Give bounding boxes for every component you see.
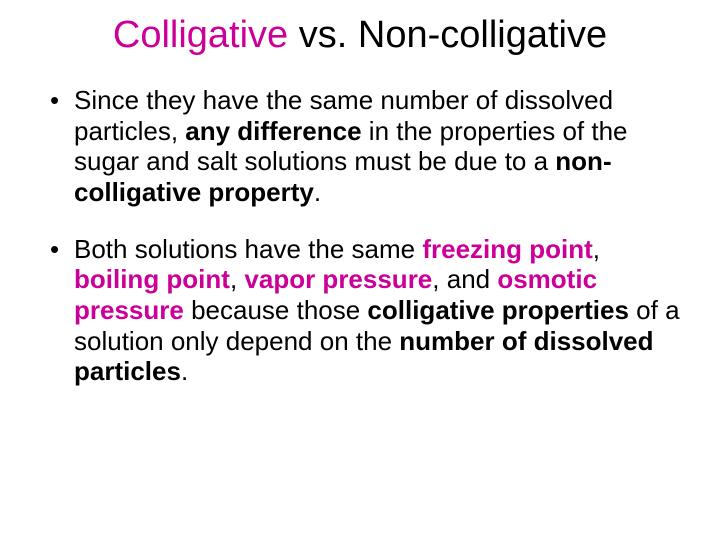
slide: Colligative vs. Non-colligative Since th… — [0, 0, 720, 540]
text-run: , — [230, 264, 244, 294]
bullet-item: Since they have the same number of disso… — [50, 85, 684, 208]
text-run: freezing point — [422, 234, 592, 264]
text-run: , — [593, 234, 600, 264]
text-run: Both solutions have the same — [74, 234, 422, 264]
bullet-list: Since they have the same number of disso… — [36, 85, 684, 387]
bullet-item: Both solutions have the same freezing po… — [50, 234, 684, 387]
title-part2: vs. Non-colligative — [288, 14, 607, 56]
text-run: colligative properties — [367, 295, 629, 325]
text-run: boiling point — [74, 264, 230, 294]
slide-title: Colligative vs. Non-colligative — [36, 14, 684, 57]
title-part1: Colligative — [113, 14, 288, 56]
text-run: , and — [432, 264, 497, 294]
text-run: vapor pressure — [244, 264, 432, 294]
text-run: because those — [184, 295, 368, 325]
text-run: any difference — [185, 116, 361, 146]
text-run: . — [314, 177, 321, 207]
text-run: . — [181, 356, 188, 386]
